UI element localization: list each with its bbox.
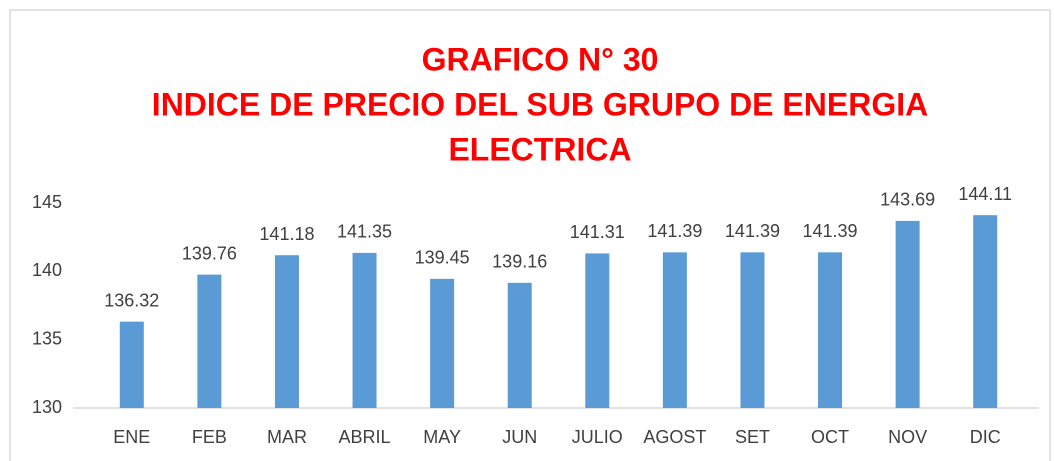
bar bbox=[818, 252, 843, 408]
data-label: 143.69 bbox=[880, 190, 935, 210]
x-tick-label: SET bbox=[735, 427, 770, 447]
y-tick-label: 135 bbox=[32, 328, 62, 348]
x-tick-label: JUN bbox=[502, 427, 537, 447]
bar bbox=[740, 252, 765, 408]
data-label: 141.31 bbox=[570, 222, 625, 242]
data-label: 139.16 bbox=[492, 252, 547, 272]
x-tick-label: MAY bbox=[423, 427, 461, 447]
x-tick-label: ABRIL bbox=[339, 427, 391, 447]
bar bbox=[352, 252, 377, 408]
data-label: 139.45 bbox=[415, 248, 470, 268]
bar bbox=[430, 278, 455, 408]
x-tick-label: JULIO bbox=[572, 427, 623, 447]
bar bbox=[197, 274, 222, 408]
x-tick-label: MAR bbox=[267, 427, 307, 447]
data-label: 141.18 bbox=[259, 224, 314, 244]
chart-title: INDICE DE PRECIO DEL SUB GRUPO DE ENERGI… bbox=[152, 86, 928, 122]
data-label: 141.35 bbox=[337, 222, 392, 242]
bar bbox=[274, 255, 299, 408]
y-tick-label: 130 bbox=[32, 397, 62, 417]
chart-title: ELECTRICA bbox=[448, 131, 631, 167]
y-tick-label: 140 bbox=[32, 260, 62, 280]
data-label: 144.11 bbox=[958, 184, 1012, 204]
bar bbox=[119, 321, 144, 408]
data-label: 141.39 bbox=[725, 221, 780, 241]
bar bbox=[507, 282, 532, 408]
bar bbox=[895, 220, 920, 408]
x-tick-label: FEB bbox=[192, 427, 227, 447]
x-tick-label: DIC bbox=[970, 427, 1001, 447]
bar bbox=[973, 215, 998, 408]
x-tick-label: NOV bbox=[888, 427, 927, 447]
data-label: 141.39 bbox=[647, 221, 702, 241]
y-tick-label: 145 bbox=[32, 192, 62, 212]
data-label: 141.39 bbox=[803, 221, 858, 241]
x-tick-label: AGOST bbox=[643, 427, 706, 447]
x-tick-label: ENE bbox=[113, 427, 150, 447]
data-label: 136.32 bbox=[104, 290, 159, 310]
chart-title: GRAFICO N° 30 bbox=[422, 41, 659, 77]
bar bbox=[662, 252, 687, 408]
bar bbox=[585, 253, 610, 408]
data-label: 139.76 bbox=[182, 243, 237, 263]
chart-border bbox=[9, 9, 1051, 461]
x-tick-label: OCT bbox=[811, 427, 849, 447]
